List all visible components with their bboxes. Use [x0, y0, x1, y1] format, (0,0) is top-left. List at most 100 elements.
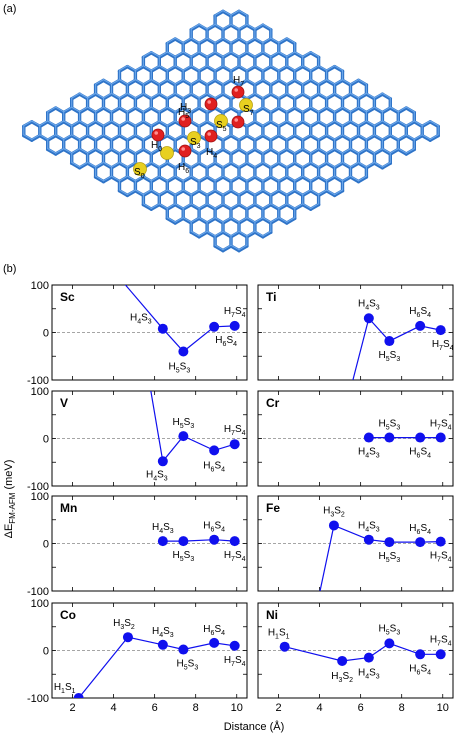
cc-bond-highlight	[310, 65, 320, 71]
cc-bond	[141, 147, 154, 156]
cc-bond-highlight	[198, 51, 208, 58]
cc-bond	[197, 78, 209, 87]
cc-bond-highlight	[126, 161, 136, 168]
point-label: H7S4	[224, 550, 246, 563]
cc-bond	[237, 147, 249, 156]
cc-bond-highlight	[262, 203, 272, 209]
cc-bond-highlight	[190, 189, 200, 196]
cc-bond-highlight	[110, 79, 121, 85]
cc-bond	[101, 106, 114, 115]
cc-bond-highlight	[310, 189, 320, 196]
cc-bond-highlight	[118, 134, 128, 140]
cc-bond	[117, 133, 130, 142]
cc-bond-highlight	[262, 189, 272, 196]
cc-bond-highlight	[238, 189, 248, 196]
cc-bond-highlight	[246, 120, 256, 127]
cc-bond-highlight	[166, 217, 176, 223]
cc-bond-highlight	[318, 65, 328, 71]
adatom-label: H7	[233, 75, 244, 88]
cc-bond-highlight	[318, 134, 328, 140]
cc-bond-highlight	[381, 92, 391, 99]
hydrogen-atom-highlight	[181, 147, 185, 151]
cc-bond	[332, 147, 345, 156]
cc-bond-highlight	[118, 120, 128, 127]
cc-bond	[165, 133, 177, 142]
cc-bond	[229, 78, 241, 87]
cc-bond-highlight	[270, 92, 280, 99]
cc-bond-highlight	[310, 106, 320, 113]
cc-bond	[277, 78, 289, 87]
cc-bond	[380, 92, 392, 101]
cc-bond	[293, 189, 305, 198]
x-tick-label: 8	[399, 702, 405, 714]
cc-bond-highlight	[230, 175, 240, 182]
cc-bond-highlight	[365, 120, 375, 127]
cc-bond	[364, 147, 377, 156]
cc-bond	[404, 133, 416, 142]
cc-bond-highlight	[270, 217, 280, 223]
cc-bond	[38, 133, 50, 142]
cc-bond-highlight	[206, 120, 216, 127]
cc-bond	[372, 161, 385, 170]
data-point	[384, 537, 395, 548]
cc-bond-highlight	[334, 92, 344, 99]
cc-bond-highlight	[341, 161, 352, 168]
cc-bond	[269, 64, 281, 73]
adatom-label: H0	[151, 140, 162, 153]
cc-bond-highlight	[365, 106, 375, 113]
point-label: H7S4	[224, 655, 246, 668]
cc-bond	[229, 216, 241, 225]
cc-bond-highlight	[214, 230, 224, 237]
cc-bond-highlight	[254, 148, 264, 154]
hydrogen-atom-highlight	[207, 132, 211, 136]
cc-bond	[261, 216, 273, 225]
cc-bond	[157, 202, 170, 211]
cc-bond	[277, 189, 289, 198]
cc-bond-highlight	[190, 92, 200, 99]
cc-bond-highlight	[413, 120, 423, 127]
cc-bond	[253, 120, 265, 129]
cc-bond	[205, 175, 217, 184]
cc-bond-highlight	[23, 134, 33, 140]
data-point	[384, 432, 395, 443]
cc-bond-highlight	[206, 189, 216, 196]
data-point	[328, 520, 339, 531]
cc-bond-highlight	[182, 92, 192, 99]
cc-bond	[165, 161, 177, 170]
cc-bond	[269, 147, 281, 156]
cc-bond	[285, 202, 297, 211]
cc-bond-highlight	[142, 79, 152, 85]
cc-bond	[293, 161, 305, 170]
cc-bond-highlight	[286, 134, 296, 140]
cc-bond-highlight	[150, 148, 160, 154]
cc-bond-highlight	[373, 148, 383, 154]
cc-bond-highlight	[254, 189, 264, 196]
cc-bond-highlight	[238, 217, 248, 223]
y-tick-label: -100	[27, 586, 49, 598]
cc-bond-highlight	[286, 51, 296, 58]
cc-bond	[332, 92, 345, 101]
cc-bond-highlight	[158, 65, 168, 71]
cc-bond-highlight	[246, 175, 256, 182]
cc-bond-highlight	[158, 175, 168, 182]
cc-bond	[277, 161, 289, 170]
cc-bond-highlight	[238, 51, 248, 58]
cc-bond-highlight	[190, 79, 200, 85]
cc-bond-highlight	[318, 189, 328, 196]
cc-bond-highlight	[126, 65, 136, 71]
cc-bond	[101, 161, 114, 170]
cc-bond-highlight	[158, 189, 168, 196]
cc-bond-highlight	[381, 134, 391, 140]
cc-bond	[221, 230, 233, 239]
cc-bond	[149, 161, 162, 170]
cc-bond-highlight	[246, 134, 256, 140]
data-point	[415, 320, 426, 331]
cc-bond	[301, 175, 313, 184]
cc-bond	[301, 120, 313, 129]
cc-bond-highlight	[142, 189, 152, 196]
cc-bond-highlight	[238, 134, 248, 140]
cc-bond	[77, 120, 90, 129]
cc-bond	[293, 78, 305, 87]
cc-bond-highlight	[95, 134, 105, 140]
cc-bond	[301, 147, 313, 156]
